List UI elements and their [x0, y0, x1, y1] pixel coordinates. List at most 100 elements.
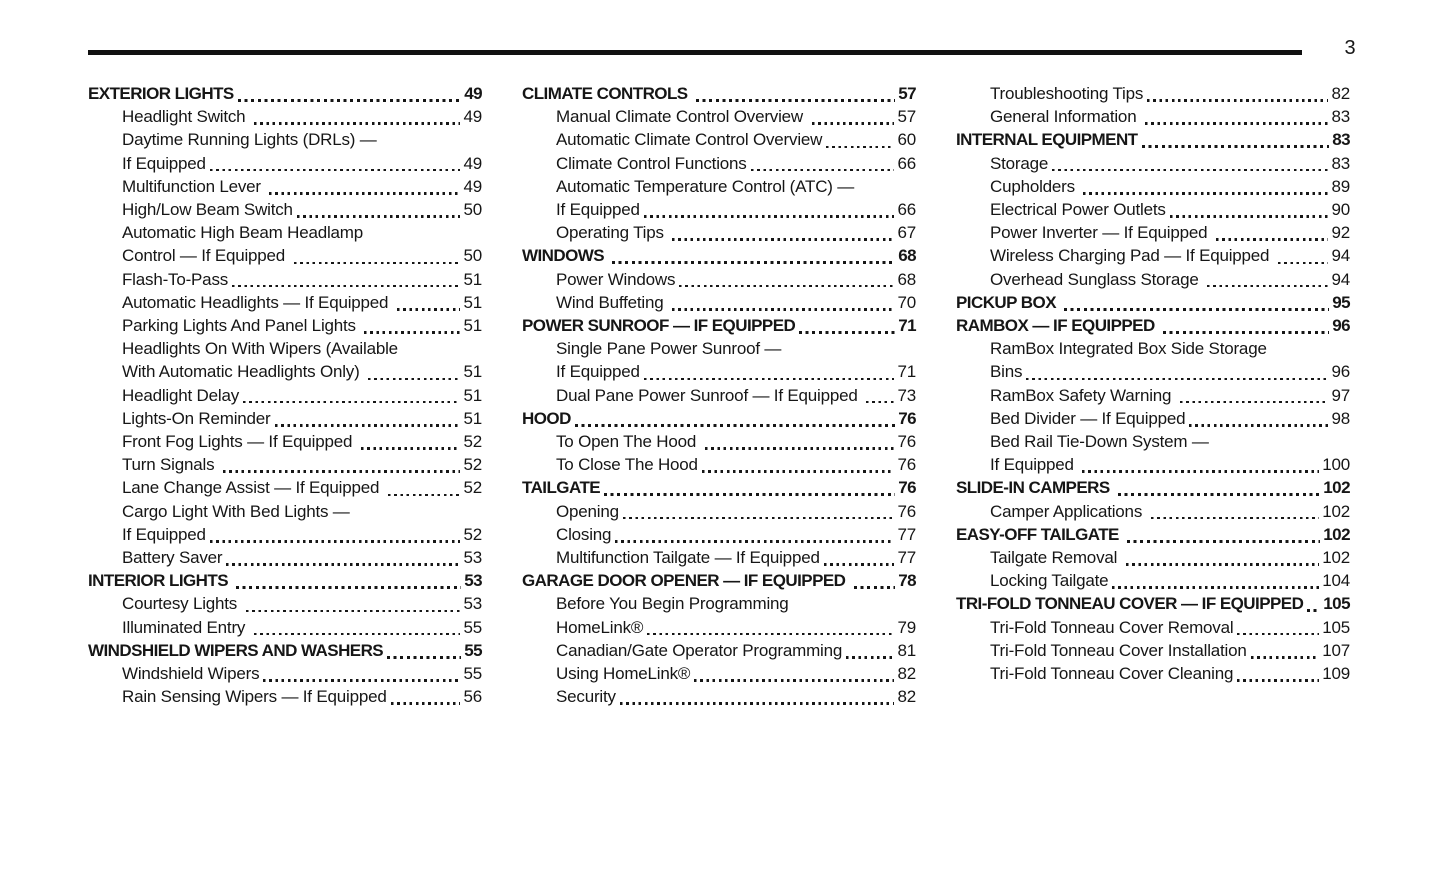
toc-entry-title: Flash-To-Pass: [122, 269, 229, 289]
dot-leader: [237, 98, 462, 102]
dot-leader: [1125, 563, 1320, 566]
toc-sub-entry: Tri-Fold Tonneau Cover Installation 107: [956, 639, 1350, 662]
dot-leader: [1237, 679, 1320, 682]
toc-entry-title: Wind Buffeting: [556, 292, 668, 312]
dot-leader: [811, 122, 895, 125]
toc-sub-entry: Cupholders 89: [956, 175, 1350, 198]
toc-entry-page: 82: [897, 687, 916, 707]
toc-sub-entry: Bed Divider — If Equipped 98: [956, 407, 1350, 430]
toc-sub-entry: Control — If Equipped 50: [88, 244, 482, 267]
toc-sub-entry: Bins 96: [956, 360, 1350, 383]
toc-entry-page: 53: [463, 594, 482, 614]
toc-entry-page: 82: [1331, 84, 1350, 103]
toc-entry-page: 71: [898, 316, 916, 336]
toc-entry-title: WINDSHIELD WIPERS AND WASHERS: [88, 640, 384, 660]
dot-leader: [866, 400, 895, 404]
toc-sub-entry: If Equipped 49: [88, 152, 482, 175]
dot-leader: [1307, 609, 1321, 613]
toc-entry-page: 96: [1331, 362, 1350, 382]
toc-sub-entry: Wind Buffeting 70: [522, 291, 916, 314]
dot-leader: [245, 609, 461, 613]
dot-leader: [209, 168, 461, 172]
dot-leader: [1026, 377, 1329, 381]
toc-entry-title: If Equipped: [556, 200, 640, 220]
dot-leader: [1179, 400, 1329, 404]
toc-entry-page: 55: [463, 617, 482, 637]
toc-sub-entry: Manual Climate Control Overview 57: [522, 105, 916, 128]
toc-sub-entry: Automatic Climate Control Overview 60: [522, 128, 916, 151]
toc-entry-page: 95: [1332, 292, 1350, 312]
toc-entry-title: To Close The Hood: [556, 455, 698, 475]
toc-entry-title: Tailgate Removal: [990, 548, 1122, 568]
toc-entry-title: EXTERIOR LIGHTS: [88, 84, 234, 103]
toc-entry-title: If Equipped: [122, 153, 206, 173]
toc-section-entry: WINDSHIELD WIPERS AND WASHERS 55: [88, 639, 483, 662]
toc-section-entry: EASY-OFF TAILGATE 102: [956, 523, 1351, 546]
toc-entry-title: SLIDE-IN CAMPERS: [956, 478, 1114, 498]
toc-entry-page: 73: [897, 385, 916, 405]
dot-leader: [236, 585, 462, 589]
toc-entry-title: Lights-On Reminder: [122, 408, 271, 428]
toc-sub-entry: Single Pane Power Sunroof —: [522, 337, 916, 360]
dot-leader: [622, 516, 895, 520]
toc-entry-page: 51: [463, 408, 482, 428]
toc-entry-title: Tri-Fold Tonneau Cover Cleaning: [990, 664, 1234, 684]
toc-sub-entry: High/Low Beam Switch 50: [88, 198, 482, 221]
dot-leader: [274, 423, 461, 427]
toc-entry-title: Windshield Wipers: [122, 664, 260, 684]
dot-leader: [243, 400, 461, 404]
toc-entry-page: 51: [463, 269, 482, 289]
toc-entry-title: Daytime Running Lights (DRLs) —: [122, 130, 377, 150]
toc-entry-page: 52: [463, 432, 482, 452]
toc-entry-page: 96: [1332, 316, 1350, 336]
toc-sub-entry: If Equipped 52: [88, 523, 482, 546]
dot-leader: [1144, 122, 1329, 125]
toc-entry-page: 94: [1331, 246, 1350, 266]
toc-entry-page: 76: [897, 432, 916, 452]
toc-entry-title: TAILGATE: [522, 478, 601, 498]
toc-entry-title: Headlight Delay: [122, 385, 240, 405]
toc-entry-title: Bins: [990, 362, 1023, 382]
dot-leader: [604, 493, 896, 497]
toc-sub-entry: Bed Rail Tie-Down System —: [956, 430, 1350, 453]
dot-leader: [1207, 284, 1329, 288]
toc-entry-title: Rain Sensing Wipers — If Equipped: [122, 687, 387, 707]
toc-sub-entry: Automatic High Beam Headlamp: [88, 221, 482, 244]
toc-sub-entry: Power Inverter — If Equipped 92: [956, 221, 1350, 244]
toc-entry-page: 50: [463, 246, 482, 266]
dot-leader: [222, 470, 461, 473]
toc-entry-title: Lane Change Assist — If Equipped: [122, 478, 384, 498]
dot-leader: [368, 377, 461, 381]
toc-entry-title: GARAGE DOOR OPENER — IF EQUIPPED: [522, 571, 850, 591]
dot-leader: [293, 261, 461, 265]
toc-section-entry: POWER SUNROOF — IF EQUIPPED 71: [522, 314, 917, 337]
toc-section-entry: INTERIOR LIGHTS 53: [88, 569, 483, 592]
dot-leader: [701, 470, 895, 473]
toc-entry-title: Canadian/Gate Operator Programming: [556, 640, 843, 660]
dot-leader: [1189, 423, 1329, 427]
dot-leader: [799, 330, 896, 334]
toc-entry-title: With Automatic Headlights Only): [122, 362, 365, 382]
toc-entry-title: Multifunction Lever: [122, 176, 266, 196]
toc-entry-title: Automatic Climate Control Overview: [556, 130, 823, 150]
toc-section-entry: TAILGATE 76: [522, 476, 917, 499]
toc-sub-entry: Headlight Switch 49: [88, 105, 482, 128]
toc-entry-page: 57: [897, 107, 916, 127]
toc-sub-entry: If Equipped 66: [522, 198, 916, 221]
toc-entry-title: Battery Saver: [122, 548, 223, 568]
toc-sub-entry: Headlight Delay 51: [88, 384, 482, 407]
dot-leader: [1112, 586, 1320, 589]
toc-section-entry: TRI-FOLD TONNEAU COVER — IF EQUIPPED 105: [956, 592, 1351, 615]
toc-entry-title: CLIMATE CONTROLS: [522, 84, 692, 103]
toc-entry-title: Overhead Sunglass Storage: [990, 269, 1204, 289]
toc-sub-entry: Climate Control Functions 66: [522, 152, 916, 175]
toc-entry-title: RAMBOX — IF EQUIPPED: [956, 316, 1159, 336]
toc-entry-title: If Equipped: [122, 524, 206, 544]
toc-entry-page: 51: [463, 292, 482, 312]
toc-sub-entry: Wireless Charging Pad — If Equipped 94: [956, 244, 1350, 267]
toc-entry-title: INTERNAL EQUIPMENT: [956, 130, 1138, 150]
dot-leader: [1082, 470, 1320, 473]
toc-entry-title: PICKUP BOX: [956, 292, 1061, 312]
dot-leader: [360, 447, 461, 450]
toc-sub-entry: Canadian/Gate Operator Programming 81: [522, 639, 916, 662]
